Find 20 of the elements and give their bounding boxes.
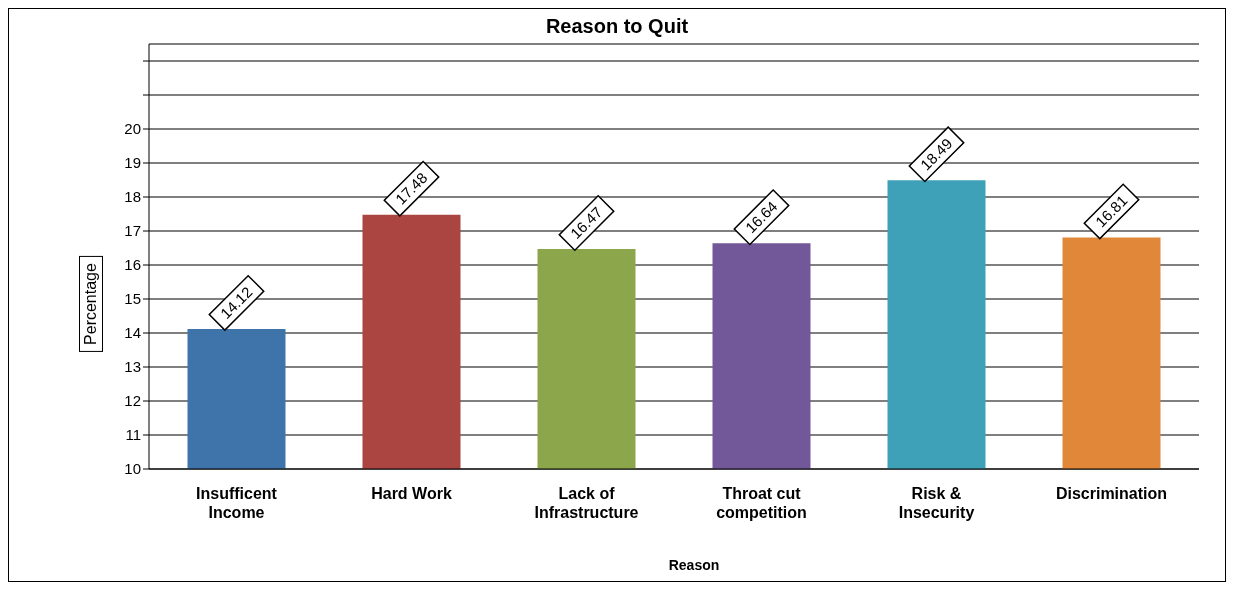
y-tick-label: 11 <box>125 426 141 444</box>
x-tick-label: Lack of Infrastructure <box>534 485 639 521</box>
y-tick-label: 15 <box>124 290 141 308</box>
y-tick-label: 18 <box>124 188 141 206</box>
y-tick-label: 19 <box>124 154 141 172</box>
x-tick-label: Discrimination <box>1055 485 1168 502</box>
y-tick-label: 10 <box>124 460 141 478</box>
x-tick-label: Throat cut competition <box>716 485 807 521</box>
chart-title: Reason to Quit <box>544 15 690 38</box>
y-tick-label: 20 <box>124 120 141 138</box>
y-tick-label: 16 <box>124 256 141 274</box>
y-tick-label: 12 <box>124 392 141 410</box>
y-tick-label: 17 <box>124 222 141 240</box>
y-axis-title: Percentage <box>79 256 103 352</box>
x-axis-title: Reason <box>667 557 721 573</box>
y-tick-label: 14 <box>124 324 141 342</box>
y-tick-label: 13 <box>124 358 141 376</box>
x-tick-label: Risk & Insecurity <box>898 485 975 521</box>
x-tick-label: Insufficent Income <box>196 485 278 521</box>
x-tick-label: Hard Work <box>371 485 452 502</box>
